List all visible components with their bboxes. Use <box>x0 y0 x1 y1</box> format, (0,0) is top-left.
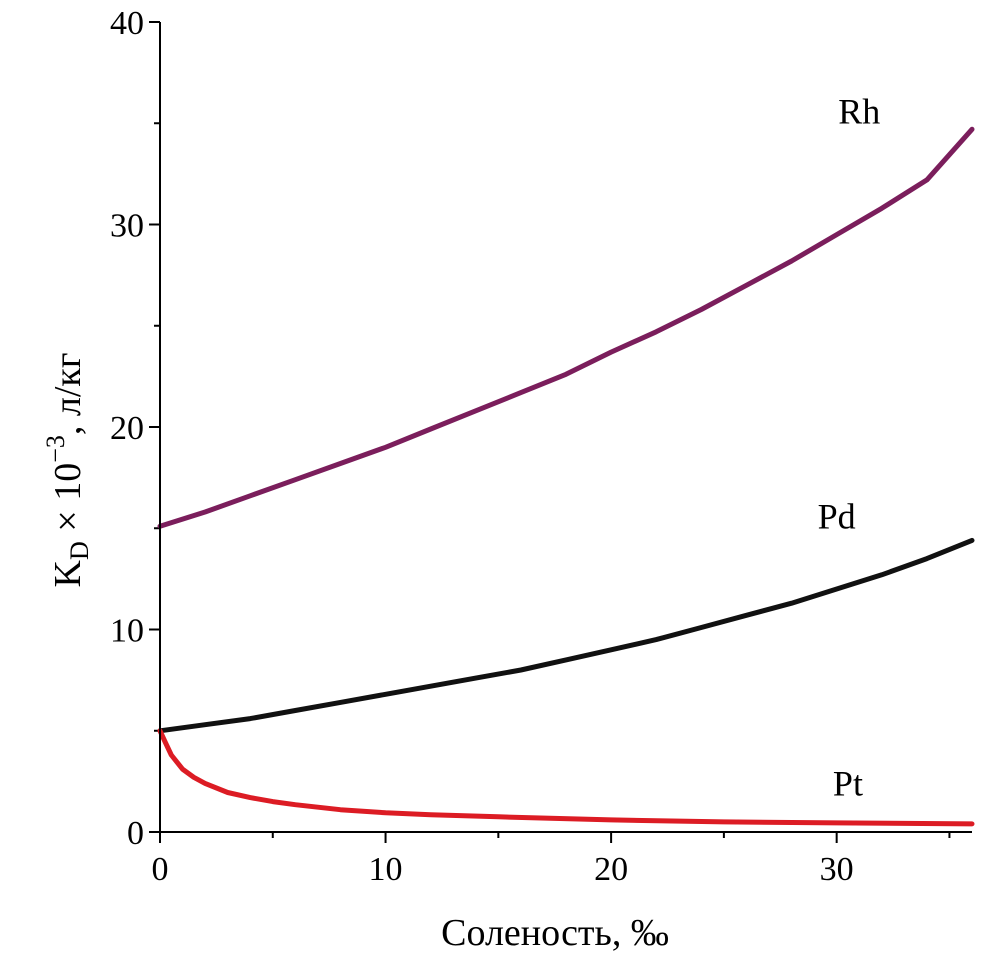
series-label-pt: Pt <box>833 764 863 804</box>
y-axis-title-sup: −3 <box>41 435 70 463</box>
y-axis-title-mid: × 10 <box>47 463 89 541</box>
series-line-pd <box>157 537 975 734</box>
y-tick-label: 10 <box>110 613 144 650</box>
series-label-rh: Rh <box>838 91 880 131</box>
x-tick-label: 30 <box>820 851 854 888</box>
y-tick-label: 0 <box>127 815 144 852</box>
series-line-pt <box>157 728 975 827</box>
y-axis-title: KD × 10−3, л/кг <box>41 353 94 588</box>
series-label-pd: Pd <box>818 496 856 536</box>
series-lines <box>157 126 975 827</box>
series-labels: Rh Pd Pt <box>818 91 881 803</box>
y-axis-title-main: K <box>47 559 89 587</box>
x-tick-label: 10 <box>369 851 403 888</box>
y-tick-label: 40 <box>110 5 144 42</box>
y-tick-label: 30 <box>110 208 144 245</box>
y-tick-label: 20 <box>110 410 144 447</box>
x-tick-label: 20 <box>594 851 628 888</box>
series-line-rh <box>157 126 975 529</box>
tick-labels: 0 10 20 30 40 0 10 20 30 <box>110 5 854 888</box>
y-axis-title-sub: D <box>65 541 94 560</box>
x-tick-label: 0 <box>152 851 169 888</box>
y-axis-title-tail: , л/кг <box>47 353 89 436</box>
x-axis-title: Соленость, ‰ <box>441 912 669 954</box>
tick-marks <box>149 21 951 843</box>
